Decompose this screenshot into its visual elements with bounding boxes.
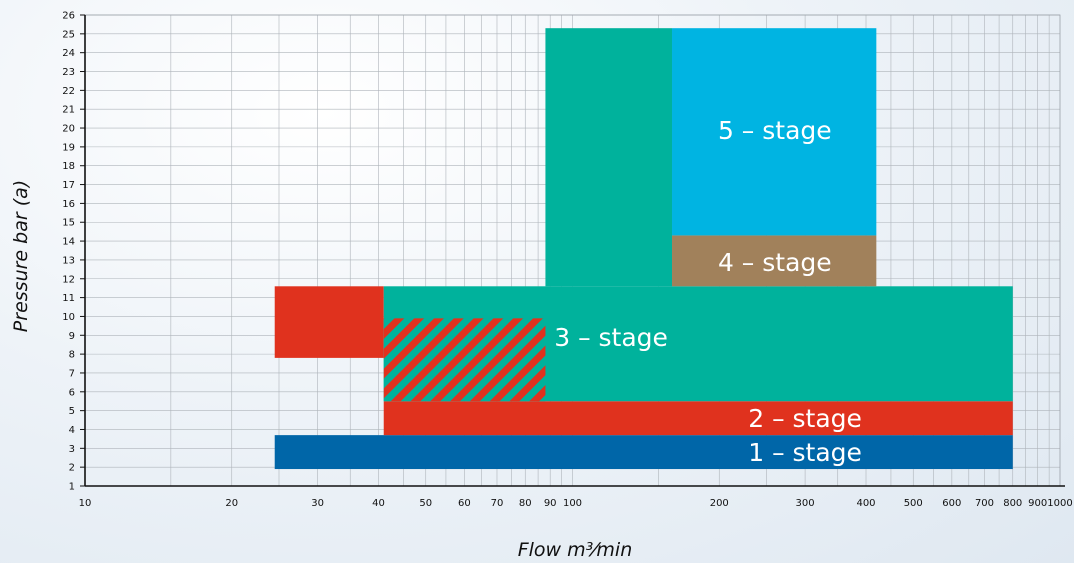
stage-2-region xyxy=(274,286,384,358)
y-tick-label: 25 xyxy=(62,29,75,40)
x-tick-label: 100 xyxy=(563,498,582,509)
x-tick-label: 70 xyxy=(491,498,504,509)
y-tick-label: 15 xyxy=(62,218,75,229)
x-tick-label: 60 xyxy=(458,498,471,509)
y-tick-label: 4 xyxy=(69,425,75,436)
x-tick-label: 800 xyxy=(1003,498,1022,509)
x-tick-label: 300 xyxy=(796,498,815,509)
stage-label: 2 – stage xyxy=(748,404,862,433)
x-tick-label: 500 xyxy=(904,498,923,509)
y-tick-label: 24 xyxy=(62,48,75,59)
stage-regions xyxy=(274,28,1013,470)
x-tick-label: 40 xyxy=(372,498,385,509)
x-tick-label: 400 xyxy=(856,498,875,509)
y-tick-label: 21 xyxy=(62,105,75,116)
y-tick-label: 9 xyxy=(69,331,75,342)
stage-label: 3 – stage xyxy=(554,323,668,352)
x-tick-label: 20 xyxy=(225,498,238,509)
x-tick-label: 900 xyxy=(1028,498,1047,509)
x-tick-label: 700 xyxy=(975,498,994,509)
stage-1-region xyxy=(274,435,1013,470)
y-tick-label: 7 xyxy=(69,368,75,379)
y-tick-label: 1 xyxy=(69,482,75,493)
x-tick-label: 50 xyxy=(419,498,432,509)
y-tick-label: 2 xyxy=(69,463,75,474)
y-tick-label: 14 xyxy=(62,237,75,248)
x-tick-label: 200 xyxy=(710,498,729,509)
stage-4-region xyxy=(672,235,877,287)
stage-label: 1 – stage xyxy=(748,438,862,467)
y-tick-label: 11 xyxy=(62,293,75,304)
stage-label: 5 – stage xyxy=(718,116,832,145)
stage-3-region xyxy=(545,28,673,287)
overlap-hatch-region xyxy=(383,318,546,402)
x-tick-label: 1000 xyxy=(1047,498,1072,509)
stage-label: 4 – stage xyxy=(718,248,832,277)
y-tick-label: 22 xyxy=(62,86,75,97)
stage-2-region xyxy=(383,401,1013,436)
y-tick-label: 12 xyxy=(62,274,75,285)
y-tick-label: 6 xyxy=(69,387,75,398)
x-tick-label: 90 xyxy=(544,498,557,509)
y-tick-label: 5 xyxy=(69,406,75,417)
y-axis-title: Pressure bar (a) xyxy=(10,180,32,332)
y-tick-label: 19 xyxy=(62,142,75,153)
y-tick-label: 17 xyxy=(62,180,75,191)
axes: 1234567891011121314151617181920212223242… xyxy=(62,11,1072,510)
y-tick-label: 8 xyxy=(69,350,75,361)
y-tick-label: 16 xyxy=(62,199,75,210)
y-tick-label: 23 xyxy=(62,67,75,78)
y-tick-label: 3 xyxy=(69,444,75,455)
x-tick-label: 600 xyxy=(942,498,961,509)
x-tick-label: 30 xyxy=(311,498,324,509)
y-tick-label: 20 xyxy=(62,124,75,135)
x-axis-title: Flow m³⁄min xyxy=(518,539,633,561)
y-tick-label: 18 xyxy=(62,161,75,172)
x-tick-label: 10 xyxy=(79,498,92,509)
y-tick-label: 10 xyxy=(62,312,75,323)
y-tick-label: 13 xyxy=(62,255,75,266)
y-tick-label: 26 xyxy=(62,11,75,22)
stage-labels: 1 – stage 2 – stage 3 – stage 4 – stage 5 – … xyxy=(554,116,862,467)
stage-5-region xyxy=(672,28,877,236)
x-tick-label: 80 xyxy=(519,498,532,509)
